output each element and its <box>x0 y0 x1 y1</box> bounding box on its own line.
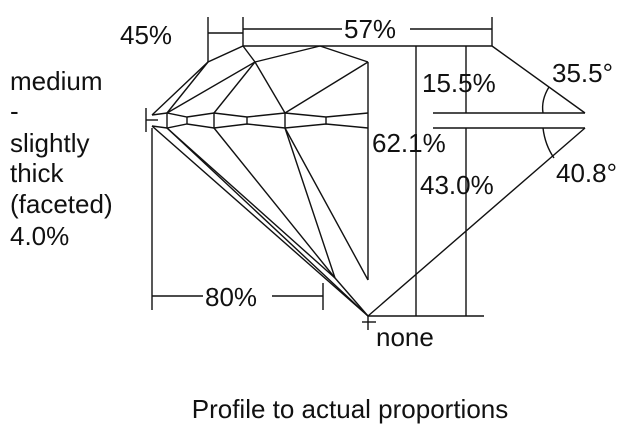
crown-height-label: 15.5% <box>422 68 496 98</box>
girdle-label: medium - slightly thick (faceted) 4.0% <box>10 66 113 251</box>
table-label: 57% <box>344 14 396 44</box>
girdle-label-line: - <box>10 96 19 126</box>
total-depth-label: 62.1% <box>372 128 446 158</box>
girdle-label-line: 4.0% <box>10 221 69 251</box>
girdle-label-line: slightly <box>10 128 89 158</box>
diamond-outline <box>145 45 586 330</box>
culet-label: none <box>376 322 434 352</box>
girdle-label-line: medium <box>10 66 102 96</box>
pavilion-angle-label: 40.8° <box>556 158 617 188</box>
girdle-label-line: (faceted) <box>10 189 113 219</box>
dimension-lines <box>151 17 555 317</box>
crown-angle-label: 35.5° <box>552 58 613 88</box>
crown-label: 45% <box>120 20 172 50</box>
lower-half-label: 80% <box>205 282 257 312</box>
girdle-label-line: thick <box>10 158 64 188</box>
pavilion-depth-label: 43.0% <box>420 170 494 200</box>
caption: Profile to actual proportions <box>192 394 509 424</box>
